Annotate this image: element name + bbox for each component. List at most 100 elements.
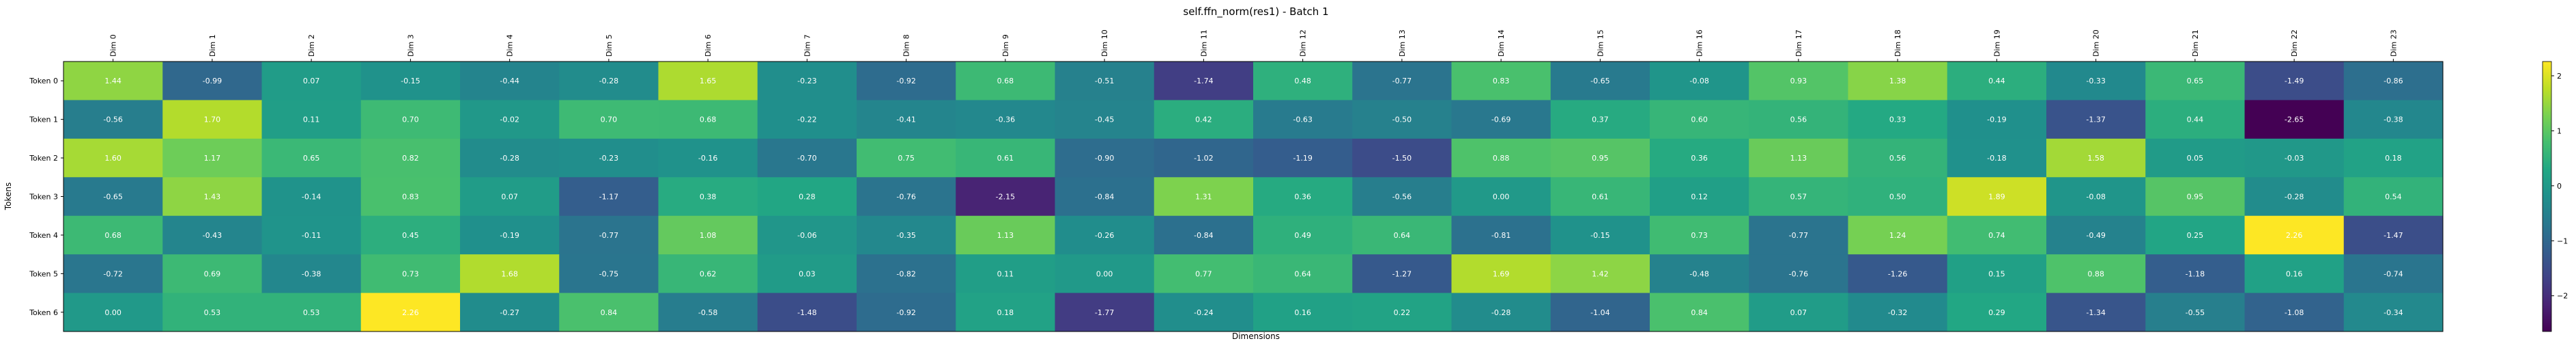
cell-value-label: 0.69 <box>204 269 221 278</box>
cell-value-label: -0.06 <box>797 231 816 240</box>
cell-value-label: -0.77 <box>1392 77 1412 85</box>
heatmap-cell <box>1352 254 1452 294</box>
heatmap-cell <box>1650 62 1749 100</box>
heatmap-cell <box>360 177 461 217</box>
heatmap-cell <box>162 62 262 100</box>
cell-value-label: -1.04 <box>1590 308 1609 317</box>
cell-value-label: -0.86 <box>2384 77 2403 85</box>
heatmap-cell <box>1848 138 1948 178</box>
heatmap-cell <box>1550 62 1650 100</box>
cell-value-label: -1.18 <box>2186 269 2205 278</box>
cell-value-label: 0.28 <box>799 193 816 202</box>
heatmap-cell <box>658 293 758 332</box>
cell-value-label: 0.50 <box>1889 193 1906 202</box>
heatmap-cell <box>2046 254 2146 294</box>
heatmap-cell <box>63 215 163 255</box>
x-tick-label: Dim 20 <box>2092 29 2101 57</box>
cell-value-label: 1.38 <box>1889 77 1906 85</box>
heatmap-cell <box>757 293 857 332</box>
heatmap-cell <box>1154 62 1254 100</box>
x-tick-label: Dim 4 <box>506 34 515 57</box>
cell-value-label: -0.24 <box>1194 308 1213 317</box>
heatmap-cell <box>1650 293 1749 332</box>
heatmap-cell <box>2244 100 2345 139</box>
colorbar-gradient <box>2542 61 2552 332</box>
cell-value-label: 0.77 <box>1195 269 1212 278</box>
heatmap-cell <box>1055 177 1155 217</box>
cell-value-label: -0.63 <box>1293 116 1312 124</box>
cell-value-label: -1.17 <box>599 193 618 202</box>
cell-value-label: 0.60 <box>1691 116 1708 124</box>
cell-value-label: -1.49 <box>2285 77 2304 85</box>
cell-value-label: -0.28 <box>599 77 618 85</box>
cell-value-label: 0.83 <box>1493 77 1510 85</box>
cell-value-label: 0.42 <box>1195 116 1212 124</box>
heatmap-cell <box>857 62 956 100</box>
heatmap-cell <box>857 138 956 178</box>
cell-value-label: 0.15 <box>1988 269 2005 278</box>
heatmap-cell <box>360 215 461 255</box>
x-tick-label: Dim 13 <box>1398 29 1407 57</box>
cell-value-label: 0.22 <box>1394 308 1411 317</box>
heatmap-cell <box>162 100 262 139</box>
cell-value-label: -0.38 <box>2384 116 2403 124</box>
cell-value-label: -0.15 <box>401 77 420 85</box>
cell-value-label: -0.08 <box>2086 193 2105 202</box>
x-tick-label: Dim 14 <box>1497 29 1506 57</box>
heatmap-cell <box>261 100 362 139</box>
heatmap-cell <box>1253 215 1353 255</box>
cell-value-label: -1.02 <box>1194 154 1213 163</box>
x-tick-label: Dim 15 <box>1596 29 1605 57</box>
cell-value-label: 0.61 <box>997 154 1014 163</box>
cell-value-label: -0.84 <box>1194 231 1213 240</box>
cell-value-label: -1.34 <box>2086 308 2105 317</box>
heatmap-cell <box>1352 100 1452 139</box>
x-tick-label: Dim 3 <box>406 34 415 57</box>
heatmap-cell <box>1451 138 1551 178</box>
cell-value-label: -0.03 <box>2285 154 2304 163</box>
cell-value-label: -0.44 <box>500 77 519 85</box>
heatmap-cell <box>1848 100 1948 139</box>
heatmap-cell <box>1451 215 1551 255</box>
heatmap-cell <box>1947 215 2047 255</box>
cell-value-label: -0.26 <box>1095 231 1114 240</box>
plot-frame <box>63 61 2444 332</box>
cell-value-label: 0.18 <box>2385 154 2402 163</box>
heatmap-cell <box>1253 62 1353 100</box>
x-tick-label: Dim 16 <box>1695 29 1704 57</box>
cell-value-label: -1.50 <box>1392 154 1412 163</box>
heatmap-cell <box>1749 62 1848 100</box>
heatmap-cell <box>261 254 362 294</box>
heatmap-cell <box>658 215 758 255</box>
heatmap-cell <box>460 177 560 217</box>
cell-value-label: -1.77 <box>1095 308 1114 317</box>
cell-value-label: 1.43 <box>204 193 221 202</box>
heatmap-cell <box>559 254 659 294</box>
colorbar-tick-label: −1 <box>2557 236 2568 245</box>
cell-value-label: -0.74 <box>2384 269 2403 278</box>
heatmap-cell <box>1055 293 1155 332</box>
cell-value-label: 0.68 <box>997 77 1014 85</box>
heatmap-cell <box>1154 138 1254 178</box>
cell-value-label: -0.28 <box>2285 193 2304 202</box>
heatmap-cell <box>2343 254 2444 294</box>
cell-value-label: -0.82 <box>896 269 915 278</box>
x-tick-label: Dim 22 <box>2290 29 2299 57</box>
heatmap-cell <box>1352 293 1452 332</box>
heatmap-cell <box>2343 62 2444 100</box>
heatmap-cell <box>1154 254 1254 294</box>
heatmap-cell <box>956 215 1055 255</box>
x-tick-label: Dim 1 <box>208 34 217 57</box>
cell-value-label: -0.15 <box>1590 231 1609 240</box>
heatmap-cell <box>2244 177 2345 217</box>
cell-value-label: 0.88 <box>2087 269 2104 278</box>
heatmap-cell <box>2046 215 2146 255</box>
heatmap-cell <box>2145 100 2245 139</box>
heatmap-cell <box>1650 177 1749 217</box>
cell-value-label: 0.00 <box>104 308 121 317</box>
heatmap-cell <box>460 62 560 100</box>
x-tick-label: Dim 18 <box>1893 29 1902 57</box>
heatmap-cell <box>63 293 163 332</box>
y-axis-label: Tokens <box>3 182 13 211</box>
